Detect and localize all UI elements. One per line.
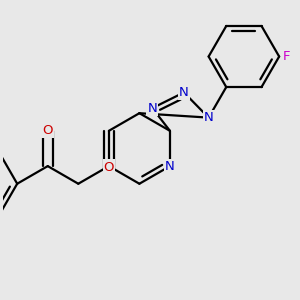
Text: N: N [148, 102, 157, 115]
Text: N: N [104, 160, 114, 172]
Text: F: F [283, 50, 291, 63]
Text: O: O [103, 161, 114, 174]
Text: O: O [43, 124, 53, 137]
Text: N: N [179, 86, 189, 99]
Text: N: N [165, 160, 175, 172]
Text: N: N [204, 111, 214, 124]
